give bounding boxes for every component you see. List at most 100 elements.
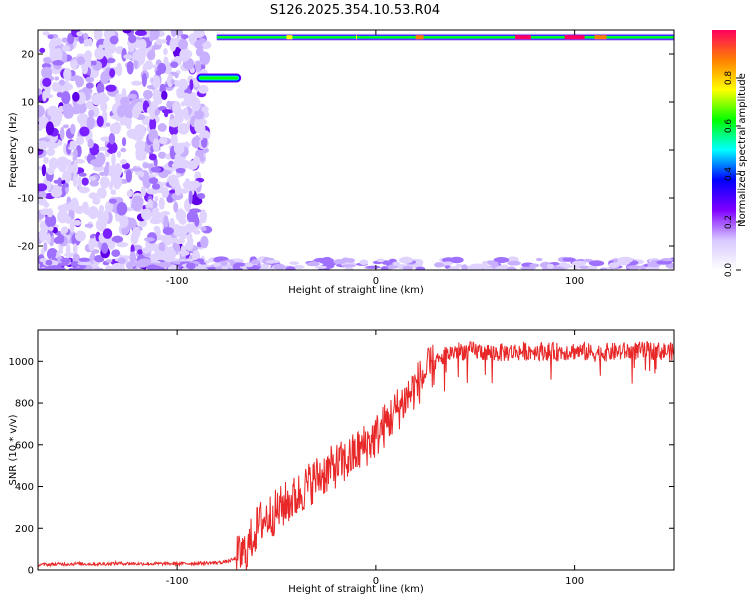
heatmap-cell xyxy=(77,261,93,266)
snr-bg xyxy=(38,330,674,570)
heatmap-cell xyxy=(306,261,320,267)
heatmap-cell xyxy=(87,38,93,47)
heatmap-cell xyxy=(75,136,85,145)
heatmap-cell xyxy=(157,62,167,74)
heatmap-cell xyxy=(198,38,207,44)
heatmap-cell xyxy=(402,265,414,270)
heatmap-cell xyxy=(134,124,146,138)
heatmap-cell xyxy=(199,51,211,66)
heatmap-cell xyxy=(135,152,147,161)
heatmap-cell xyxy=(72,243,78,256)
heatmap-cell xyxy=(100,71,109,85)
heatmap-cell xyxy=(131,105,140,119)
heatmap-cell xyxy=(78,186,90,194)
heatmap-cell xyxy=(245,263,254,268)
heatmap-cell xyxy=(163,215,169,228)
heatmap-hotspot xyxy=(415,35,424,40)
colorbar-tick-label: 0.8 xyxy=(724,71,734,86)
heatmap-cell xyxy=(83,32,89,40)
heatmap-cell xyxy=(46,147,56,157)
heatmap-cell xyxy=(83,51,91,62)
heatmap-cell xyxy=(89,180,99,187)
heatmap-cell xyxy=(49,248,57,259)
heatmap-cell xyxy=(108,132,116,145)
heatmap-cell xyxy=(98,44,105,49)
heatmap-cell xyxy=(95,218,107,232)
snr-frame xyxy=(37,329,675,571)
heatmap-cell xyxy=(70,123,76,135)
heatmap-cell xyxy=(43,156,49,164)
colorbar-tick-label: 0.6 xyxy=(724,119,734,134)
heatmap-cell xyxy=(72,173,78,188)
heatmap-cell xyxy=(49,142,58,148)
heatmap-cell xyxy=(158,261,173,268)
heatmap-cell xyxy=(170,30,177,38)
heatmap-cell xyxy=(127,43,135,53)
heatmap-cell xyxy=(131,226,141,239)
heatmap-cell xyxy=(181,159,191,169)
heatmap-cell xyxy=(73,148,78,159)
heatmap-cell xyxy=(116,151,122,158)
heatmap-cell xyxy=(202,40,212,50)
heatmap-cell xyxy=(213,262,221,268)
heatmap-cell xyxy=(265,260,281,264)
y-tick-label: 600 xyxy=(15,440,34,451)
heatmap-cell xyxy=(449,256,464,264)
heatmap-cell xyxy=(164,111,169,118)
heatmap-cell xyxy=(40,196,46,205)
heatmap-cell xyxy=(129,251,136,263)
heatmap-cell xyxy=(535,257,543,262)
heatmap-cell xyxy=(160,39,167,44)
heatmap-hotspot xyxy=(594,35,607,40)
heatmap-cell xyxy=(146,264,159,270)
spectrogram-heatmap xyxy=(38,30,674,270)
heatmap-cell xyxy=(45,214,57,228)
heatmap-cell xyxy=(111,152,116,167)
heatmap-cell xyxy=(571,260,587,267)
heatmap-cell xyxy=(50,187,63,198)
y-tick-label: 0 xyxy=(28,566,34,577)
y-tick-label: 400 xyxy=(15,482,34,493)
heatmap-cell xyxy=(314,265,328,269)
heatmap-cell xyxy=(73,158,85,164)
heatmap-cell xyxy=(96,187,107,199)
heatmap-cell xyxy=(61,226,69,234)
heatmap-cell xyxy=(81,177,89,186)
heatmap-cell xyxy=(54,108,63,121)
heatmap-cell xyxy=(200,235,209,249)
heatmap-cell xyxy=(94,254,104,263)
y-tick-label: -20 xyxy=(18,242,34,253)
heatmap-cell xyxy=(152,75,161,89)
heatmap-cell xyxy=(150,166,162,173)
heatmap-cell xyxy=(154,90,164,105)
heatmap-cell xyxy=(93,30,103,41)
heatmap-cell xyxy=(587,265,598,270)
heatmap-cell xyxy=(105,259,113,263)
heatmap-cell xyxy=(123,54,132,60)
heatmap-cell xyxy=(111,249,121,257)
heatmap-cell xyxy=(49,47,58,62)
heatmap-cell xyxy=(93,267,104,270)
heatmap-cell xyxy=(161,90,168,100)
heatmap-cell xyxy=(137,48,146,60)
heatmap-cell xyxy=(72,162,79,175)
heatmap-cell xyxy=(599,267,607,270)
heatmap-cell xyxy=(85,82,94,89)
heatmap-cell xyxy=(125,169,133,183)
heatmap-cell xyxy=(146,105,156,115)
heatmap-cell xyxy=(660,258,674,262)
heatmap-cell xyxy=(180,101,186,107)
colorbar-tick-label: 0.0 xyxy=(724,263,734,278)
heatmap-cell xyxy=(42,77,52,87)
heatmap-cell xyxy=(188,190,193,205)
heatmap-cell xyxy=(42,31,50,36)
heatmap-cell xyxy=(77,176,82,188)
heatmap-cell xyxy=(52,69,60,75)
heatmap-cell xyxy=(656,260,672,265)
heatmap-cell xyxy=(68,267,83,270)
heatmap-cell xyxy=(61,51,68,64)
heatmap-cell xyxy=(142,89,153,100)
heatmap-cell xyxy=(151,183,161,190)
heatmap-cell xyxy=(106,42,116,55)
